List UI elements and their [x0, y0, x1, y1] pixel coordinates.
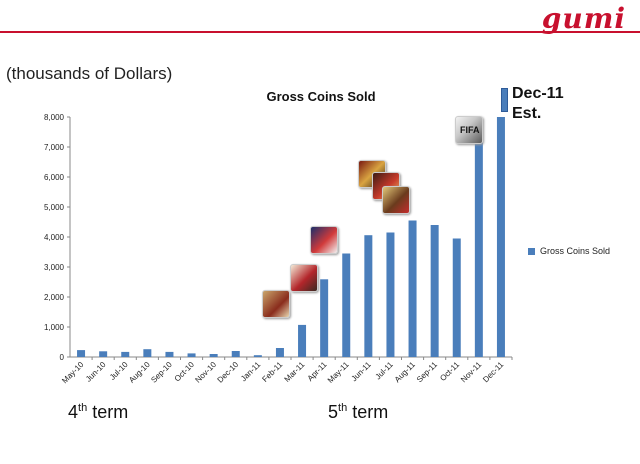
- bar-dec-11: [496, 117, 505, 357]
- term-4-label: 4th term: [68, 402, 129, 422]
- bar-may-10: [77, 350, 86, 357]
- bar-jan-11: [253, 355, 262, 357]
- bar-nov-11: [474, 142, 483, 357]
- bar-dec-10: [231, 351, 240, 357]
- header-rule: [0, 31, 640, 33]
- bar-sep-10: [165, 351, 174, 357]
- y-tick-label: 4,000: [44, 233, 65, 242]
- x-tick-label: Oct-11: [438, 360, 461, 383]
- bar-oct-10: [187, 353, 196, 357]
- x-tick-label: Nov-10: [193, 360, 218, 385]
- x-tick-label: May-11: [326, 360, 351, 385]
- bar-jun-11: [364, 235, 373, 357]
- x-tick-label: Aug-10: [127, 360, 152, 385]
- bar-feb-11: [275, 348, 284, 357]
- estimate-month: Dec-11: [512, 85, 564, 102]
- bar-aug-11: [408, 220, 417, 357]
- game-icon-fifa: FIFA: [455, 116, 483, 144]
- units-label: (thousands of Dollars): [6, 64, 173, 83]
- y-tick-label: 7,000: [44, 143, 65, 152]
- bar-aug-10: [143, 349, 152, 357]
- bar-sep-11: [430, 225, 439, 357]
- x-tick-label: Sep-11: [415, 360, 440, 385]
- y-tick-label: 2,000: [44, 293, 65, 302]
- y-tick-label: 1,000: [44, 323, 65, 332]
- y-tick-label: 0: [60, 353, 65, 362]
- y-tick-label: 6,000: [44, 173, 65, 182]
- estimate-label: Est.: [512, 105, 542, 122]
- x-tick-label: Mar-11: [283, 360, 307, 384]
- bar-apr-11: [320, 279, 329, 357]
- y-tick-label: 3,000: [44, 263, 65, 272]
- x-tick-label: Jan-11: [239, 360, 263, 384]
- x-tick-label: Jun-11: [350, 360, 374, 384]
- estimate-note: Dec-11 Est.: [512, 84, 564, 124]
- x-tick-label: Feb-11: [260, 360, 284, 384]
- game-icon-c: [310, 226, 338, 254]
- x-tick-label: Dec-11: [481, 360, 506, 385]
- bar-jun-10: [99, 351, 108, 357]
- legend-swatch: [528, 247, 535, 255]
- fifa-icon: FIFA: [460, 125, 480, 135]
- bar-may-11: [342, 253, 351, 357]
- gumi-logo: gumi: [541, 2, 626, 35]
- legend-label: Gross Coins Sold: [540, 246, 611, 256]
- x-tick-label: Aug-11: [393, 360, 418, 385]
- bar-oct-11: [452, 238, 461, 357]
- game-icon-a: [262, 290, 290, 318]
- y-tick-label: 5,000: [44, 203, 65, 212]
- x-tick-label: Dec-10: [216, 360, 241, 385]
- x-tick-label: Oct-10: [173, 360, 197, 384]
- x-tick-label: May-10: [60, 360, 86, 386]
- x-tick-label: Sep-10: [149, 360, 174, 385]
- bar-jul-11: [386, 232, 395, 357]
- game-icon-f: [382, 186, 410, 214]
- x-tick-label: Jun-10: [84, 360, 108, 384]
- term-5-label: 5th term: [328, 402, 389, 422]
- game-icon-b: [290, 264, 318, 292]
- estimate-marker: [501, 88, 508, 112]
- bar-nov-10: [209, 354, 218, 357]
- y-tick-label: 8,000: [44, 113, 65, 122]
- x-tick-label: Nov-11: [459, 360, 484, 385]
- bar-mar-11: [298, 324, 307, 357]
- chart-legend: Gross Coins Sold: [528, 246, 610, 256]
- chart-title: Gross Coins Sold: [266, 89, 375, 104]
- bar-jul-10: [121, 351, 130, 357]
